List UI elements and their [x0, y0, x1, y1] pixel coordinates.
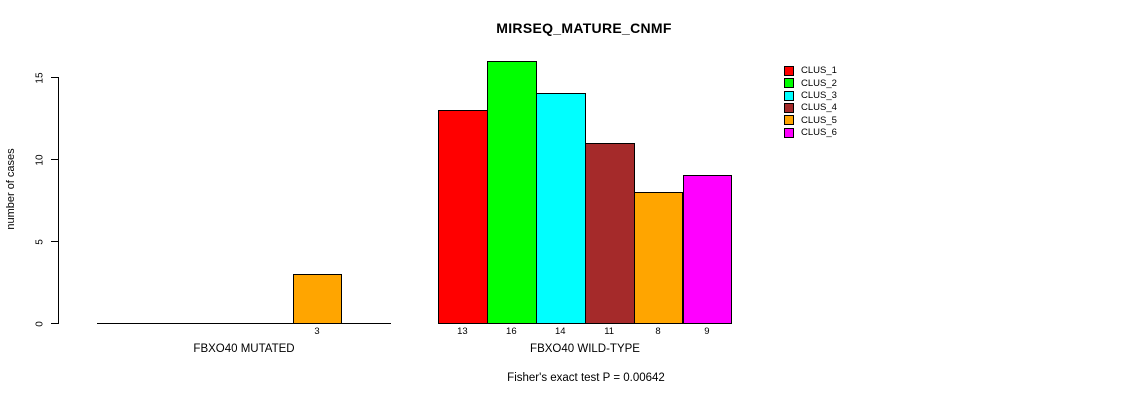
legend-label-clus_6: CLUS_6 [801, 126, 837, 138]
bar-clus_5-group2 [633, 191, 684, 324]
bar-clus_5-group1 [292, 273, 343, 324]
legend-label-clus_4: CLUS_4 [801, 102, 837, 114]
zero-bar-clus_2-group1 [145, 323, 196, 324]
legend-item-clus_1: CLUS_1 [784, 65, 837, 77]
zero-bar-clus_4-group1 [243, 323, 294, 324]
legend-swatch-clus_1 [784, 66, 794, 77]
bar-clus_2-group2 [486, 60, 537, 324]
zero-bar-clus_1-group1 [97, 323, 147, 324]
y-axis-tick-5 [51, 241, 59, 242]
legend-item-clus_2: CLUS_2 [784, 77, 837, 89]
y-tick-label-5: 5 [34, 238, 46, 245]
bar-count-label-clus_6-group2: 9 [704, 326, 710, 337]
bar-clus_3-group2 [535, 93, 586, 324]
y-axis-tick-10 [51, 159, 59, 160]
legend-item-clus_5: CLUS_5 [784, 114, 837, 126]
bar-count-label-clus_1-group2: 13 [457, 326, 468, 337]
y-tick-label-0: 0 [34, 320, 46, 327]
legend-label-clus_1: CLUS_1 [801, 65, 837, 77]
zero-bar-clus_3-group1 [194, 323, 245, 324]
legend-swatch-clus_6 [784, 127, 794, 138]
y-axis-line [58, 77, 59, 324]
y-axis-tick-15 [51, 77, 59, 78]
chart-title: MIRSEQ_MATURE_CNMF [496, 20, 672, 36]
legend-swatch-clus_3 [784, 90, 794, 101]
legend-label-clus_3: CLUS_3 [801, 89, 837, 101]
legend-item-clus_6: CLUS_6 [784, 126, 837, 138]
legend-swatch-clus_5 [784, 115, 794, 126]
y-tick-label-10: 10 [34, 153, 46, 166]
fisher-test-footnote: Fisher's exact test P = 0.00642 [507, 372, 665, 384]
legend-item-clus_3: CLUS_3 [784, 90, 837, 102]
group-label-fbxo40-wild-type: FBXO40 WILD-TYPE [530, 343, 640, 355]
bar-count-label-clus_5-group1: 3 [314, 326, 320, 337]
zero-bar-clus_6-group1 [341, 323, 392, 324]
group-label-fbxo40-mutated: FBXO40 MUTATED [193, 343, 295, 355]
legend: CLUS_1 CLUS_2 CLUS_3 CLUS_4 CLUS_5 CLUS_6 [784, 65, 837, 139]
legend-item-clus_4: CLUS_4 [784, 102, 837, 114]
legend-label-clus_2: CLUS_2 [801, 77, 837, 89]
y-axis-label: number of cases [5, 148, 17, 230]
bar-count-label-clus_4-group2: 11 [604, 326, 615, 337]
bar-clus_6-group2 [682, 175, 733, 324]
bar-clus_4-group2 [584, 142, 635, 324]
bar-count-label-clus_3-group2: 14 [554, 326, 566, 337]
y-tick-label-15: 15 [34, 71, 46, 84]
y-axis-tick-0 [51, 323, 59, 324]
bar-clus_1-group2 [438, 109, 488, 324]
legend-label-clus_5: CLUS_5 [801, 114, 837, 126]
legend-swatch-clus_2 [784, 78, 794, 89]
legend-swatch-clus_4 [784, 103, 794, 114]
bar-count-label-clus_5-group2: 8 [655, 326, 661, 337]
bar-count-label-clus_2-group2: 16 [506, 326, 517, 337]
